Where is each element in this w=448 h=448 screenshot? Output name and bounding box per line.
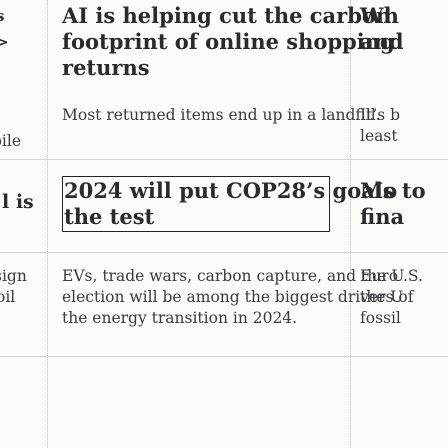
right-story-3-deck-line: the U <box>360 288 404 306</box>
story-title-line[interactable]: footprint of online shopping <box>62 29 395 54</box>
row-divider <box>0 356 448 357</box>
story-deck-line: election will be among the biggest drive… <box>62 288 414 306</box>
left-story-3-line-1: l is <box>2 191 34 213</box>
right-story-1-deck-line: It’s b <box>360 106 401 124</box>
story-title-line[interactable]: AI is helping cut the carbon <box>62 3 392 28</box>
column-divider <box>350 0 351 448</box>
story-deck-line: the energy transition in 2024. <box>62 309 298 327</box>
right-column: Wh and It’s b least Mo fina Euro the U f… <box>357 0 448 448</box>
left-story-1-line-1: s <box>0 7 5 25</box>
row-divider <box>0 159 448 160</box>
right-story-2-title-line[interactable]: Mo <box>360 178 398 203</box>
left-story-2-line-2: bile <box>0 132 22 150</box>
story-deck-line: EVs, trade wars, carbon capture, and the… <box>62 267 423 285</box>
story-title-line[interactable]: the test <box>64 204 155 229</box>
story-title-line[interactable]: returns <box>62 55 150 80</box>
left-story-4-line-2: oil <box>0 288 16 306</box>
row-divider <box>0 252 448 253</box>
right-story-3-deck-line: Euro <box>360 267 399 285</box>
story-deck-line: Most returned items end up in a landfill… <box>62 106 381 124</box>
column-divider <box>47 0 48 448</box>
left-story-1-line-2: > <box>0 33 9 51</box>
right-story-1-deck-line: least <box>360 127 398 145</box>
focus-outline <box>62 176 330 232</box>
right-story-1-title-line[interactable]: Wh <box>360 3 399 28</box>
right-story-1-title-line[interactable]: and <box>360 29 404 54</box>
right-story-2-title-line[interactable]: fina <box>360 204 405 229</box>
story-title-line[interactable]: 2024 will put COP28’s goals to <box>64 178 426 203</box>
right-story-3-deck-line: fossil <box>360 309 401 327</box>
